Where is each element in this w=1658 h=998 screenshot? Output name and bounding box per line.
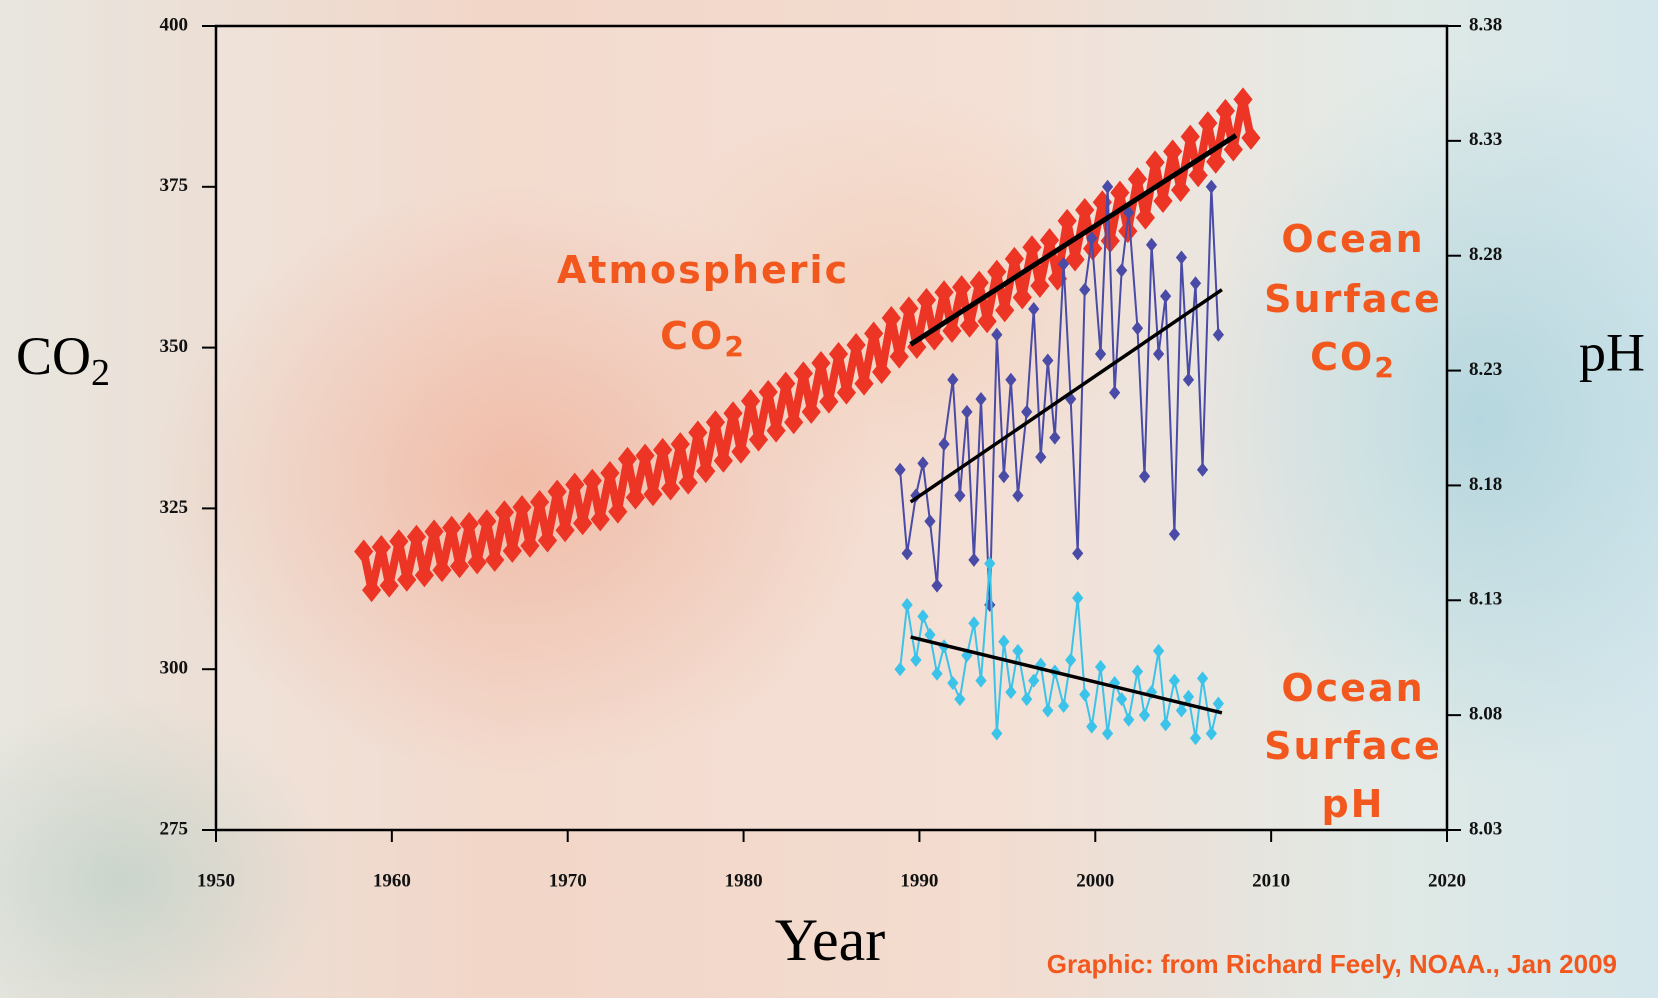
annotation: Atmospheric xyxy=(557,248,849,292)
y-tick-label: 325 xyxy=(160,497,189,518)
y-axis-label-text: CO xyxy=(16,326,91,386)
x-tick-label: 1990 xyxy=(900,870,938,891)
annotation-sub: 2 xyxy=(1374,351,1395,384)
annotation: Surface xyxy=(1264,724,1442,768)
y2-tick-label: 8.23 xyxy=(1469,359,1502,380)
page: CO2 pH Year Graphic: from Richard Feely,… xyxy=(0,0,1658,998)
y-axis-label: CO2 xyxy=(16,326,110,393)
y-tick-label: 375 xyxy=(160,175,189,196)
y2-tick-label: 8.18 xyxy=(1469,474,1502,495)
x-tick-label: 1980 xyxy=(725,870,763,891)
y-tick-label: 300 xyxy=(160,658,189,679)
x-tick-label: 2010 xyxy=(1252,870,1290,891)
x-tick-label: 1950 xyxy=(197,870,235,891)
y2-tick-label: 8.38 xyxy=(1469,14,1502,35)
y2-axis-label: pH xyxy=(1579,322,1645,382)
annotation-text: Atmospheric xyxy=(557,248,849,292)
annotation-text: CO xyxy=(1310,335,1374,379)
y-tick-label: 275 xyxy=(160,818,189,839)
annotation-text: CO xyxy=(660,314,724,358)
y2-tick-label: 8.13 xyxy=(1469,589,1502,610)
y-axis-label-sub: 2 xyxy=(91,352,110,394)
y2-tick-label: 8.28 xyxy=(1469,244,1502,265)
annotation: Ocean xyxy=(1281,666,1424,710)
x-tick-label: 2020 xyxy=(1428,870,1466,891)
x-tick-label: 1960 xyxy=(373,870,411,891)
x-axis-label: Year xyxy=(775,907,886,973)
y-tick-label: 400 xyxy=(160,14,189,35)
y2-tick-label: 8.33 xyxy=(1469,129,1502,150)
annotation-text: Ocean xyxy=(1281,217,1424,261)
annotation-text: Ocean xyxy=(1281,666,1424,710)
x-tick-label: 2000 xyxy=(1076,870,1114,891)
plot-frame xyxy=(216,26,1447,830)
annotation-sub: 2 xyxy=(724,330,745,363)
y2-tick-label: 8.03 xyxy=(1469,818,1502,839)
annotation: Ocean xyxy=(1281,217,1424,261)
annotation-text: Surface xyxy=(1264,724,1442,768)
annotation: pH xyxy=(1321,782,1384,826)
annotation: Surface xyxy=(1264,277,1442,321)
annotation-text: Surface xyxy=(1264,277,1442,321)
y2-tick-label: 8.08 xyxy=(1469,704,1502,725)
chart: CO2 pH Year Graphic: from Richard Feely,… xyxy=(0,0,1658,998)
x-tick-label: 1970 xyxy=(549,870,587,891)
annotation-text: pH xyxy=(1321,782,1384,826)
y-tick-label: 350 xyxy=(160,336,189,357)
source-note: Graphic: from Richard Feely, NOAA., Jan … xyxy=(1047,949,1617,979)
